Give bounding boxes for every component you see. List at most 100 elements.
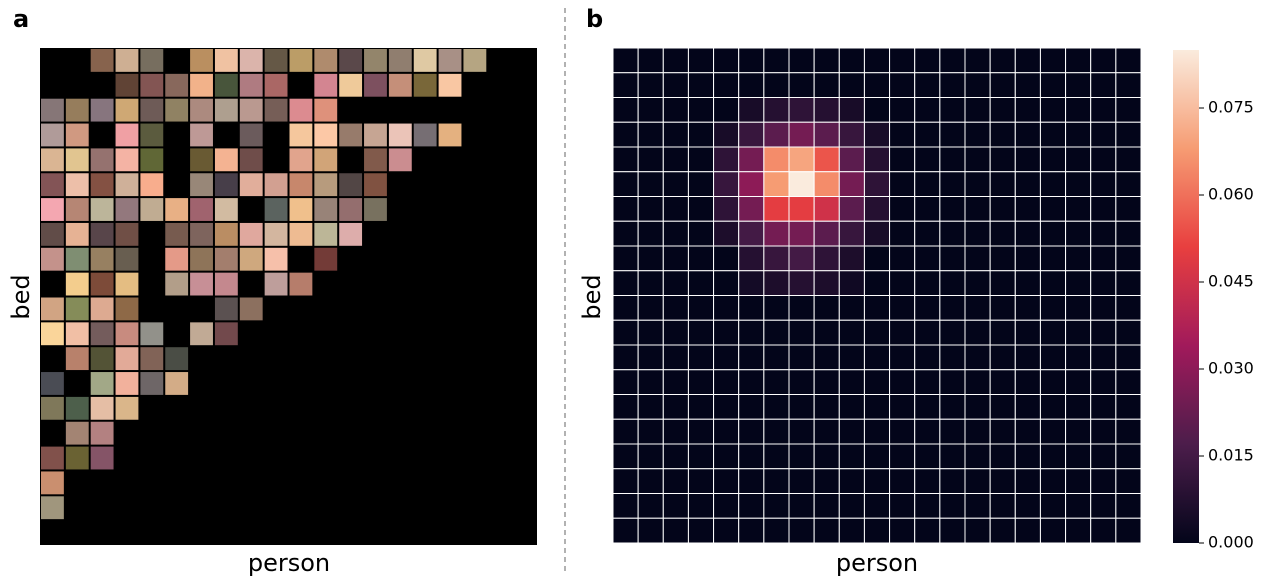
heatmap-cell [989,196,1016,222]
image-tile [214,222,238,246]
heatmap-cell [1090,270,1117,296]
heatmap-cell [863,72,891,98]
heatmap-cell [738,171,765,197]
image-tile [339,123,363,147]
heatmap-cell [738,72,765,98]
image-tile [140,173,164,197]
heatmap-cell [939,418,966,445]
image-tile [339,73,363,97]
heatmap-cell [939,394,966,420]
image-tile [115,247,139,271]
heatmap-cell [813,493,840,519]
heatmap-cell [863,468,891,494]
image-tile [364,148,387,172]
heatmap-cell [1115,121,1142,148]
heatmap-cell [1115,394,1142,420]
heatmap-cell [964,468,991,494]
heatmap-cell [989,295,1016,321]
image-tile [65,247,89,271]
heatmap-cell [662,468,689,494]
heatmap-cell [813,72,840,98]
heatmap-cell [838,319,865,346]
heatmap-cell [713,146,740,173]
mosaic-background [40,48,537,545]
heatmap-cell [637,493,664,519]
heatmap-cell [738,146,765,173]
heatmap-cell [1014,344,1041,371]
heatmap-cell [838,270,865,296]
heatmap-cell [889,295,916,321]
heatmap-cell [713,319,740,346]
heatmap-cell [914,394,941,420]
heatmap-cell [738,220,765,247]
heatmap-cell [914,517,941,544]
panel-label: a [13,5,29,33]
heatmap-cell [1115,319,1142,346]
image-tile [41,173,64,197]
heatmap-cell [964,493,991,519]
heatmap-cell [964,220,991,247]
image-tile [264,247,288,271]
image-tile [289,272,313,296]
heatmap-cell [713,443,740,470]
heatmap-cell [738,493,765,519]
image-tile [90,222,114,246]
heatmap-cell [1065,171,1092,197]
image-tile [289,222,313,246]
heatmap-cell [763,47,790,74]
image-tile [41,148,64,172]
image-tile [165,222,189,246]
heatmap-cell [939,344,966,371]
image-tile [289,49,313,72]
heatmap-cell [889,493,916,519]
heatmap-cell [763,369,790,395]
heatmap-cell [838,146,865,173]
image-tile [140,123,164,147]
heatmap-cell [889,270,916,296]
heatmap-cell [1065,97,1092,123]
heatmap-cell [637,295,664,321]
heatmap-cell [813,121,840,148]
image-tile [264,272,288,296]
heatmap-cell [662,196,689,222]
heatmap-cell [763,394,790,420]
heatmap-cell [1065,493,1092,519]
heatmap-cell [612,146,639,173]
heatmap-cell [1115,220,1142,247]
image-tile [388,148,412,172]
heatmap-cell [939,319,966,346]
heatmap-cell [662,146,689,173]
image-tile [314,173,338,197]
heatmap-cell [637,97,664,123]
heatmap-cell [889,418,916,445]
heatmap-cell [939,270,966,296]
image-tile [214,49,238,72]
image-tile [41,446,64,470]
heatmap-cell [612,171,639,197]
heatmap-cell [687,97,715,123]
image-tile [165,198,189,221]
heatmap-cell [1115,517,1142,544]
image-tile [115,73,139,97]
heatmap-cell [939,47,966,74]
heatmap-cell [838,517,865,544]
heatmap-cell [813,47,840,74]
heatmap-cell [763,344,790,371]
image-tile [239,123,263,147]
heatmap-cell [939,369,966,395]
heatmap-cell [889,220,916,247]
heatmap-cell [687,394,715,420]
image-tile [314,247,338,271]
image-tile [214,297,238,321]
colorbar [1173,50,1199,543]
image-tile [214,272,238,296]
image-tile [214,73,238,97]
heatmap-cell [1014,171,1041,197]
heatmap-cell [1014,468,1041,494]
heatmap-cell [914,72,941,98]
image-tile [41,198,64,221]
heatmap-cell [1090,468,1117,494]
heatmap-cell [914,319,941,346]
heatmap-cell [989,121,1016,148]
heatmap-cell [788,517,815,544]
